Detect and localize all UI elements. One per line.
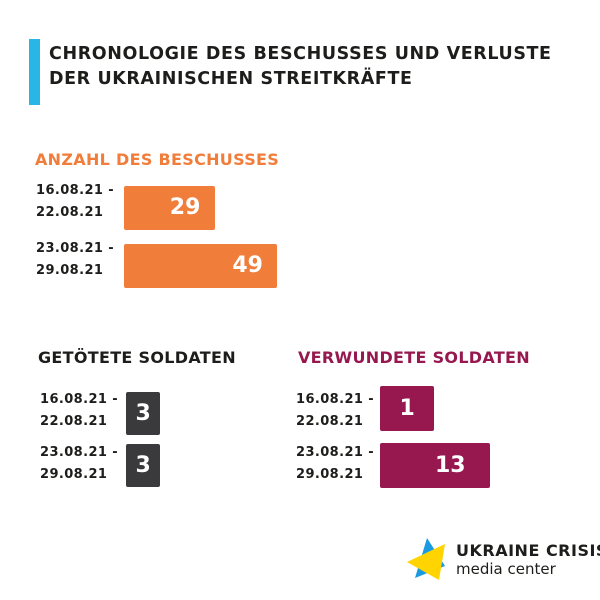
data-label: 1 bbox=[399, 395, 415, 421]
logo-text: UKRAINE CRISIS bbox=[456, 541, 600, 560]
chart-title-killed: Getötete Soldaten bbox=[38, 348, 236, 367]
category-label: 23.08.21 - 29.08.21 bbox=[296, 445, 375, 482]
page-title: Chronologie des Beschusses und Verluste … bbox=[49, 44, 552, 89]
data-label: 3 bbox=[135, 452, 151, 478]
bar-wounded-week1 bbox=[380, 386, 434, 431]
category-label: 23.08.21 - 29.08.21 bbox=[36, 241, 115, 278]
category-label: 16.08.21 - 22.08.21 bbox=[296, 392, 375, 429]
bar-killed-week1 bbox=[126, 392, 160, 435]
logo bbox=[407, 538, 445, 580]
bar-wounded-week2 bbox=[380, 443, 490, 488]
data-label: 13 bbox=[434, 452, 466, 478]
logo-subtext: media center bbox=[456, 560, 556, 578]
chart-title-shelling: Anzahl des Beschusses bbox=[35, 150, 280, 169]
chart-title-wounded: Verwundete Soldaten bbox=[298, 348, 530, 367]
data-label: 49 bbox=[232, 253, 263, 278]
title-accent-bar bbox=[29, 39, 40, 105]
bar-killed-week2 bbox=[126, 444, 160, 487]
category-label: 16.08.21 - 22.08.21 bbox=[36, 183, 115, 220]
category-label: 16.08.21 - 22.08.21 bbox=[40, 392, 119, 429]
bar-shelling-week1 bbox=[124, 186, 215, 230]
data-label: 29 bbox=[169, 195, 201, 220]
bar-shelling-week2 bbox=[124, 244, 278, 288]
data-label: 3 bbox=[135, 400, 151, 426]
category-label: 23.08.21 - 29.08.21 bbox=[40, 445, 119, 482]
logo-triangle-yellow bbox=[407, 544, 445, 580]
